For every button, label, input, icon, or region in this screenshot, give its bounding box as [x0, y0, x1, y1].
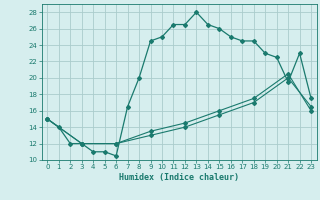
X-axis label: Humidex (Indice chaleur): Humidex (Indice chaleur) — [119, 173, 239, 182]
